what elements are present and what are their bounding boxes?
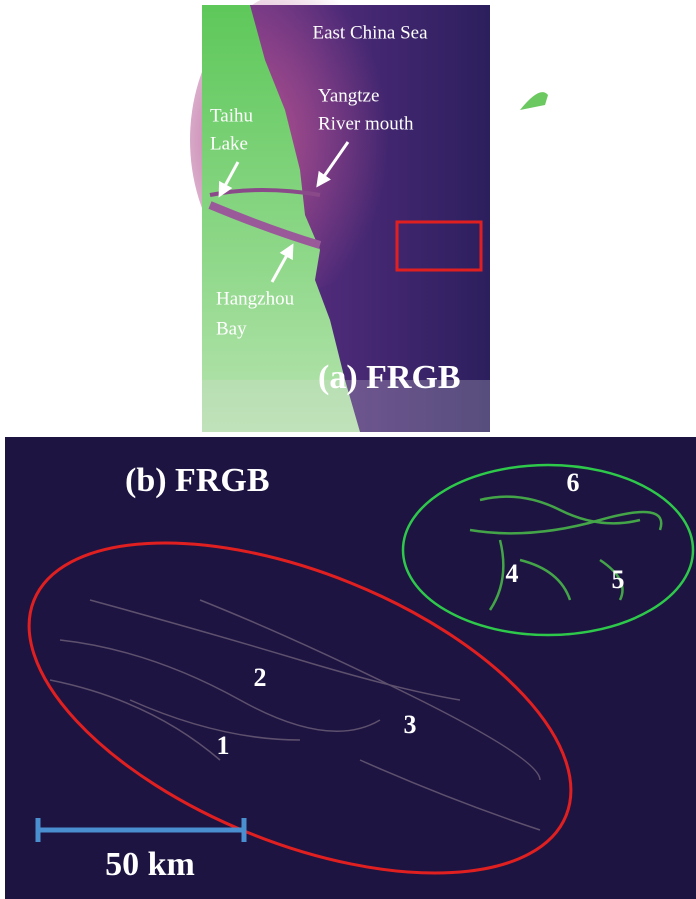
label: River mouth xyxy=(318,113,414,134)
panel-title: (b) FRGB xyxy=(125,462,270,499)
label: East China Sea xyxy=(312,22,428,43)
label: Hangzhou xyxy=(216,288,295,309)
island xyxy=(520,92,548,110)
scale-label: 50 km xyxy=(105,846,195,883)
label: Taihu xyxy=(210,105,253,126)
label: Bay xyxy=(216,318,247,339)
panel-a: East China Sea Yangtze River mouth Taihu… xyxy=(190,0,548,432)
panel-b: (b) FRGB 1 2 3 4 5 6 50 km xyxy=(0,437,696,899)
region-number: 3 xyxy=(404,710,417,739)
region-number: 2 xyxy=(254,663,267,692)
region-number: 6 xyxy=(567,468,580,497)
panel-title: (a) FRGB xyxy=(318,359,461,396)
figure: East China Sea Yangtze River mouth Taihu… xyxy=(0,0,696,899)
label: Yangtze xyxy=(318,85,379,106)
region-number: 1 xyxy=(217,731,230,760)
region-number: 4 xyxy=(506,559,519,588)
region-number: 5 xyxy=(612,565,625,594)
label: Lake xyxy=(210,133,248,154)
